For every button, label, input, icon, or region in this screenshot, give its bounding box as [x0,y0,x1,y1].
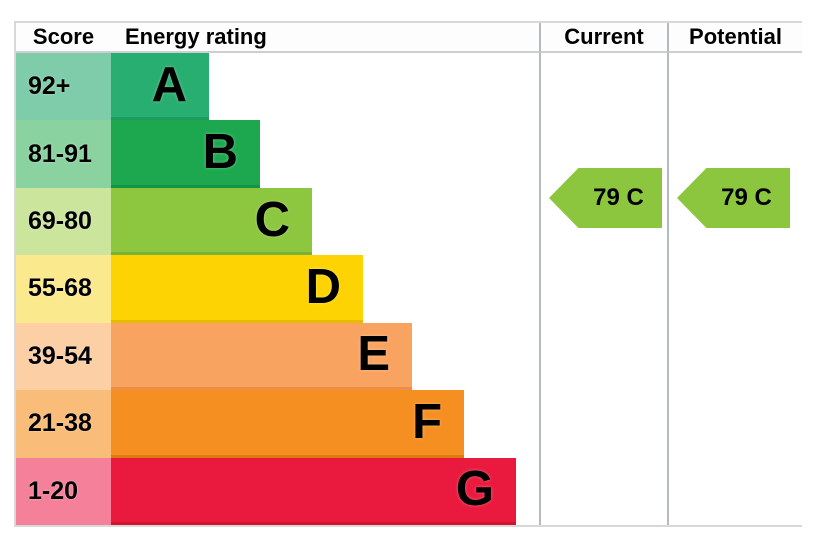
score-range-c: 69-80 [28,207,92,236]
header-potential: Potential [667,23,802,53]
score-cell-c: 69-80 [16,187,111,256]
score-range-g: 1-20 [28,476,79,505]
score-cell-b: 81-91 [16,120,111,188]
band-letter-a: A [151,57,187,112]
band-bar-g: G [111,457,516,525]
header-current-label: Current [564,24,644,49]
band-letter-g: G [455,462,494,517]
band-bar-f: F [111,390,464,458]
potential-rating-label: 79 C [721,184,772,211]
band-bar-c: C [111,187,312,256]
score-cell-a: 92+ [16,53,111,121]
current-column: 79 C [539,53,667,525]
rating-cell-a: A [111,53,539,121]
header-potential-label: Potential [689,24,782,49]
header-energy-rating: Energy rating [111,23,539,53]
score-range-b: 81-91 [28,139,92,168]
rating-cell-c: C [111,187,539,256]
potential-column: 79 C [667,53,802,525]
current-rating-label: 79 C [593,184,644,211]
score-range-a: 92+ [28,72,71,101]
score-cell-g: 1-20 [16,457,111,525]
rating-cell-b: B [111,120,539,188]
score-cell-f: 21-38 [16,390,111,458]
band-letter-b: B [202,125,238,180]
score-cell-e: 39-54 [16,322,111,391]
rating-cell-d: D [111,255,539,323]
header-current: Current [539,23,667,53]
current-rating-arrow: 79 C [549,168,662,228]
band-letter-e: E [357,327,390,382]
score-range-d: 55-68 [28,274,92,303]
band-letter-d: D [305,259,341,314]
band-bar-e: E [111,322,412,391]
score-range-e: 39-54 [28,341,92,370]
rating-cell-g: G [111,457,539,525]
band-letter-f: F [412,394,442,449]
band-bar-a: A [111,53,209,121]
header-score: Score [16,23,111,53]
header-score-label: Score [32,24,95,49]
epc-table: Score Energy rating Current Potential 92… [14,21,802,527]
band-bar-d: D [111,255,363,323]
potential-rating-arrow: 79 C [677,168,790,228]
band-letter-c: C [254,192,290,247]
score-range-f: 21-38 [28,409,92,438]
score-cell-d: 55-68 [16,255,111,323]
rating-cell-f: F [111,390,539,458]
band-bar-b: B [111,120,260,188]
header-energy-rating-label: Energy rating [125,24,267,49]
rating-cell-e: E [111,322,539,391]
